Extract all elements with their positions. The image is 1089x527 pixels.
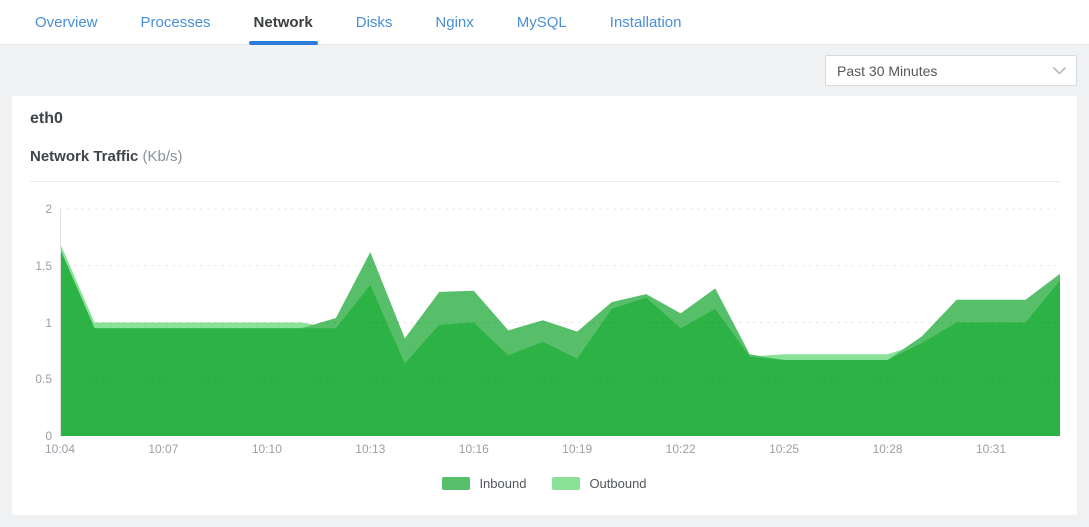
x-tick-label: 10:10 <box>251 442 282 456</box>
y-tick-label: 1 <box>45 315 52 330</box>
legend-label: Outbound <box>589 476 647 491</box>
tab-network[interactable]: Network <box>248 0 318 45</box>
x-tick-label: 10:22 <box>665 442 696 456</box>
tab-label: Nginx <box>435 13 474 31</box>
time-range-value: Past 30 Minutes <box>837 62 938 79</box>
tab-disks[interactable]: Disks <box>351 0 398 45</box>
tab-label: Processes <box>140 13 211 31</box>
x-tick-label: 10:25 <box>769 442 800 456</box>
tab-label: Disks <box>355 13 393 31</box>
divider <box>30 181 1060 182</box>
chart-legend: Inbound Outbound <box>12 476 1077 491</box>
tab-label: Overview <box>35 13 98 31</box>
traffic-chart[interactable] <box>60 208 1060 436</box>
chevron-down-icon <box>1053 66 1066 74</box>
tab-nginx[interactable]: Nginx <box>430 0 478 45</box>
y-tick-label: 2 <box>45 202 52 216</box>
x-tick-label: 10:04 <box>44 442 76 456</box>
y-tick-label: 0 <box>45 429 52 443</box>
x-tick-label: 10:19 <box>562 442 593 456</box>
tab-label: Network <box>253 13 313 31</box>
tab-bar: Overview Processes Network Disks Nginx M… <box>0 0 1089 45</box>
x-tick-label: 10:28 <box>872 442 903 456</box>
tab-processes[interactable]: Processes <box>136 0 216 45</box>
network-interface-card: eth0 Network Traffic (Kb/s) 0 0.5 1 1.5 2 10… <box>12 96 1077 515</box>
traffic-chart-svg <box>60 208 1060 436</box>
x-tick-label: 10:16 <box>458 442 489 456</box>
legend-label: Inbound <box>479 476 527 491</box>
chart-title: Network Traffic (Kb/s) <box>30 148 183 165</box>
x-tick-label: 10:07 <box>148 442 179 456</box>
chart-title-text: Network Traffic <box>30 148 139 165</box>
legend-swatch-inbound <box>442 477 471 490</box>
legend-swatch-outbound <box>552 477 581 490</box>
x-tick-label: 10:13 <box>355 442 386 456</box>
tab-mysql[interactable]: MySQL <box>512 0 572 45</box>
y-tick-label: 0.5 <box>35 372 52 387</box>
legend-item-outbound: Outbound <box>552 476 647 491</box>
tab-label: MySQL <box>516 13 567 31</box>
x-tick-label: 10:31 <box>975 442 1007 456</box>
tab-installation[interactable]: Installation <box>605 0 687 45</box>
chart-unit: (Kb/s) <box>142 148 183 165</box>
tab-overview[interactable]: Overview <box>30 0 103 45</box>
overlap-area <box>60 248 1060 436</box>
legend-item-inbound: Inbound <box>442 476 526 491</box>
interface-title: eth0 <box>30 110 63 127</box>
tab-label: Installation <box>609 13 682 31</box>
time-range-select[interactable]: Past 30 Minutes <box>825 55 1077 86</box>
y-tick-label: 1.5 <box>35 258 52 273</box>
filter-bar: Past 30 Minutes <box>0 46 1089 96</box>
